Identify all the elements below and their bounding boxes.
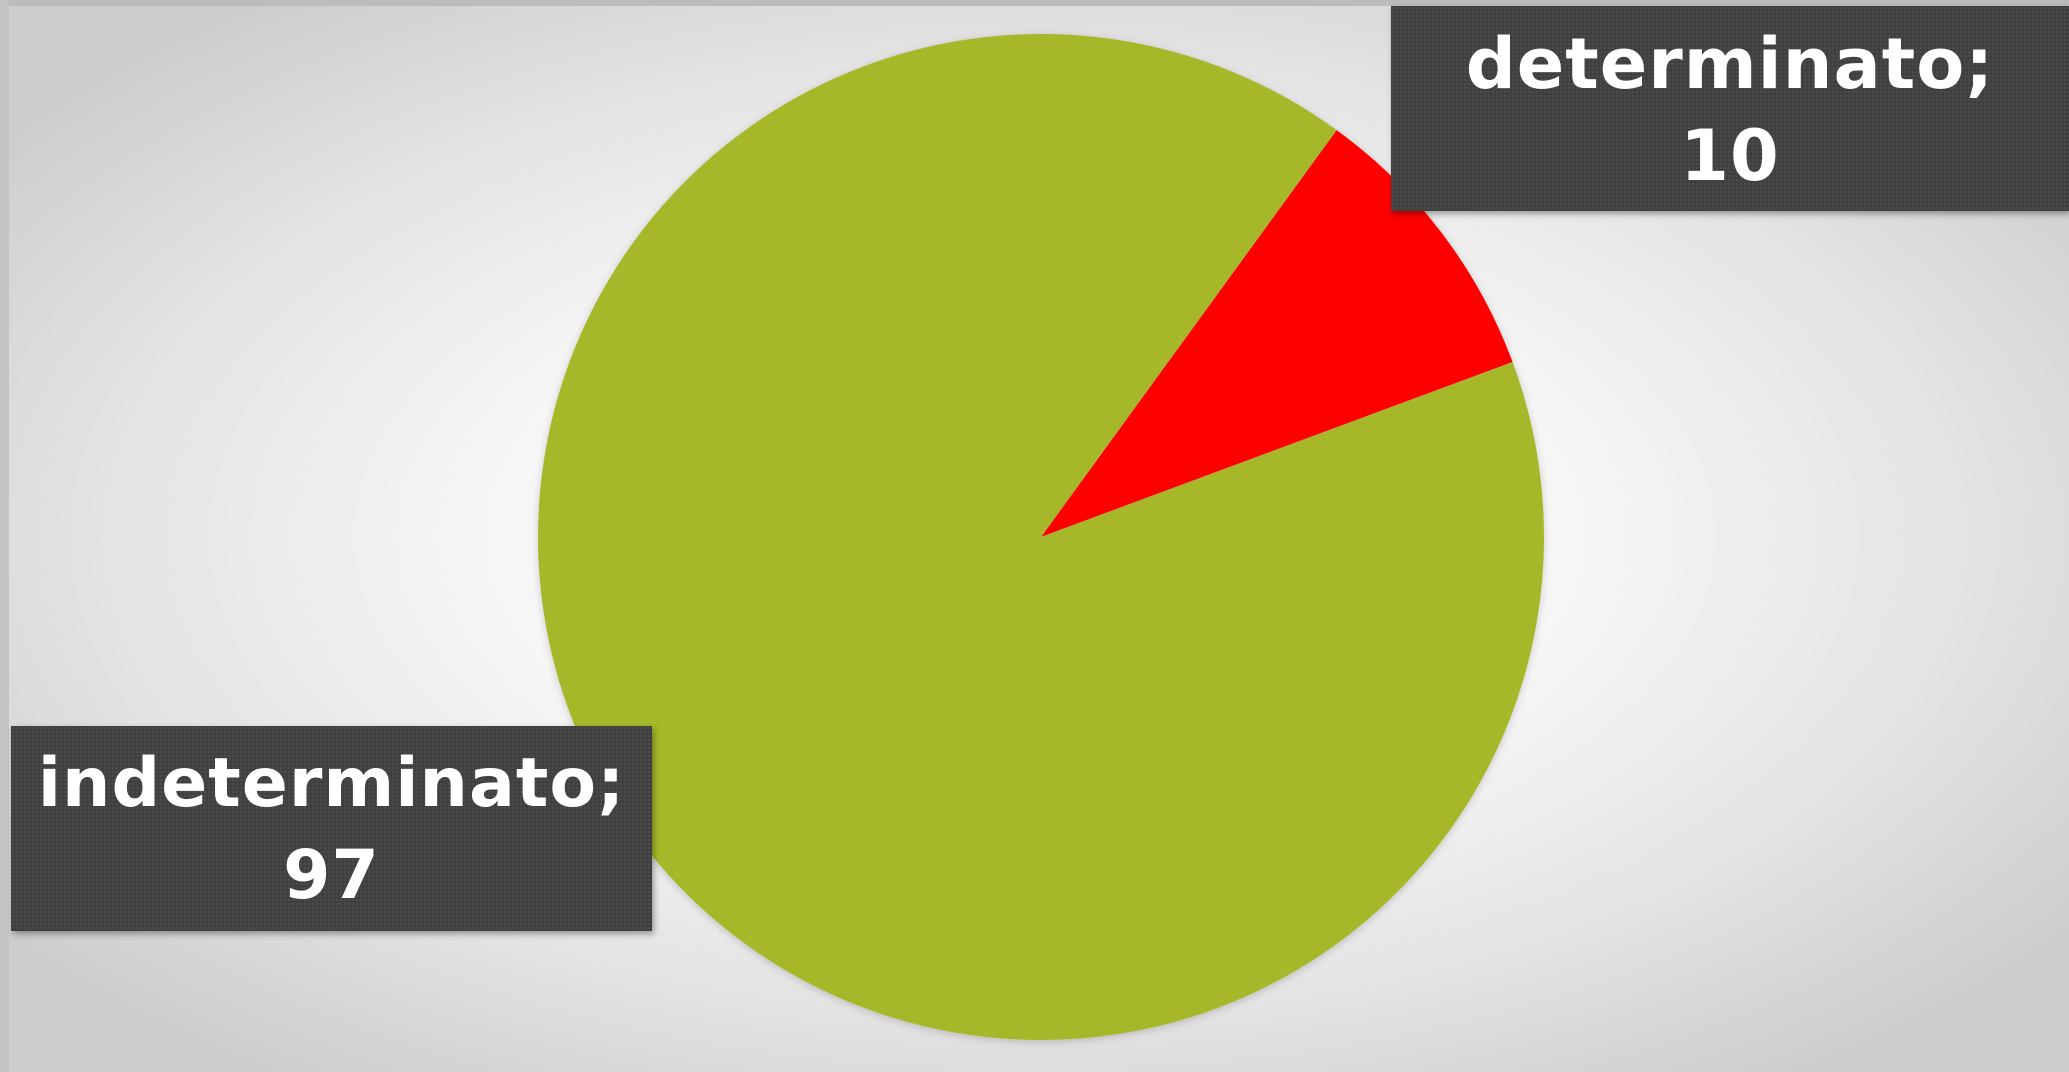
slide-left-edge <box>0 0 9 1072</box>
pie-slice-indeterminato <box>538 34 1544 1041</box>
data-label-determinato: determinato; 10 <box>1391 6 2069 211</box>
pie-slice-determinato <box>1041 130 1513 537</box>
data-label-indeterminato: indeterminato; 97 <box>11 726 652 931</box>
data-label-indeterminato-category: indeterminato; <box>37 744 626 823</box>
slide-top-edge <box>0 0 2069 6</box>
data-label-determinato-value: 10 <box>1680 115 1780 197</box>
data-label-determinato-category: determinato; <box>1465 23 1995 105</box>
pie-slices <box>538 34 1544 1041</box>
data-label-indeterminato-value: 97 <box>283 836 380 915</box>
